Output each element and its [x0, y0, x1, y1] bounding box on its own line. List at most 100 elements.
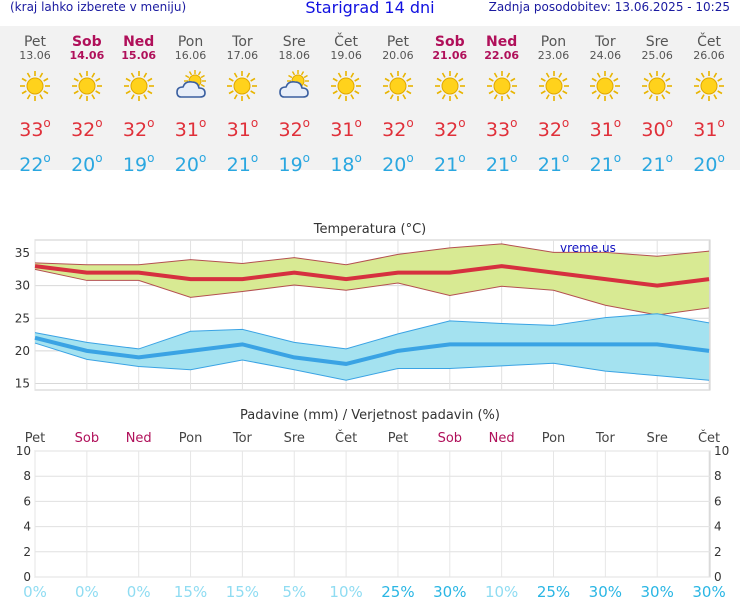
max-temp: 32o [71, 116, 103, 141]
min-temp: 21o [537, 151, 570, 176]
day-column: Pon 16.06 31o 20o [165, 26, 217, 176]
precipitation-probability: 15% [174, 583, 207, 600]
sun-icon [434, 71, 465, 101]
precipitation-probability: 0% [127, 583, 151, 600]
precipitation-day-label: Ned [126, 431, 152, 446]
precipitation-day-label: Tor [595, 431, 616, 446]
precipitation-probability: 10% [329, 583, 362, 600]
day-date: 26.06 [693, 49, 725, 62]
max-temp: 32o [122, 116, 155, 141]
max-temp: 30o [641, 116, 673, 141]
max-temp: 31o [693, 116, 725, 141]
precipitation-day-label: Ned [489, 431, 515, 446]
temperature-y-tick: 25 [15, 311, 30, 325]
sun-icon [382, 71, 413, 101]
day-name: Pon [177, 34, 204, 50]
min-temp: 20o [174, 151, 207, 176]
precipitation-day-label: Sre [647, 431, 668, 446]
day-date: 21.06 [432, 49, 468, 62]
temperature-chart-title: Temperatura (°C) [313, 222, 426, 237]
day-column: Sre 25.06 30o 21o [631, 26, 683, 176]
day-name: Tor [595, 34, 616, 50]
sun-icon [486, 71, 517, 101]
min-temp: 19o [278, 151, 311, 176]
precipitation-y-tick-left: 8 [23, 469, 31, 483]
min-temp: 21o [589, 151, 622, 176]
precipitation-y-tick-right: 0 [714, 570, 722, 584]
day-column: Pet 20.06 32o 20o [372, 26, 424, 176]
precipitation-y-tick-right: 2 [714, 545, 722, 559]
day-column: Pet 13.06 33o 22o [9, 26, 61, 176]
day-column: Pon 23.06 32o 21o [528, 26, 580, 176]
max-temp: 31o [330, 116, 362, 141]
precipitation-probability: 25% [381, 583, 414, 600]
day-date: 24.06 [589, 49, 622, 62]
day-column: Tor 17.06 31o 21o [216, 26, 268, 176]
precipitation-day-label: Sre [284, 431, 305, 446]
day-name: Pet [23, 34, 47, 50]
day-date: 19.06 [330, 49, 362, 62]
max-temp: 31o [589, 116, 622, 141]
precipitation-probability: 30% [433, 583, 466, 600]
min-temp: 20o [71, 151, 103, 176]
precipitation-day-label: Čet [698, 430, 720, 446]
day-column: Sob 21.06 32o 21o [424, 26, 476, 176]
header-bar: (kraj lahko izberete v meniju) Starigrad… [0, 0, 740, 18]
temperature-y-tick: 35 [15, 246, 30, 260]
precipitation-plot-area [34, 450, 711, 578]
min-temp: 21o [226, 151, 259, 176]
max-temp: 31o [174, 116, 207, 141]
day-date: 23.06 [537, 49, 570, 62]
precipitation-day-label: Tor [232, 431, 253, 446]
precipitation-y-tick-left: 0 [23, 570, 31, 584]
sun-icon [331, 71, 362, 101]
precipitation-y-tick-left: 2 [23, 545, 31, 559]
max-temp: 31o [226, 116, 259, 141]
precipitation-day-label: Pet [388, 431, 408, 446]
min-temp: 19o [122, 151, 155, 176]
precipitation-probability: 30% [641, 583, 674, 600]
precipitation-day-label: Pon [179, 431, 203, 446]
sun-icon [538, 71, 569, 101]
partly-cloudy-icon [175, 70, 206, 98]
max-range-band [35, 243, 710, 315]
day-name: Tor [232, 34, 253, 50]
precipitation-y-tick-right: 4 [714, 520, 722, 534]
day-column: Sre 18.06 32o 19o [268, 26, 320, 176]
precipitation-y-tick-left: 10 [16, 444, 31, 458]
min-temp: 22o [19, 151, 51, 176]
min-temp: 21o [434, 151, 466, 176]
max-temp: 32o [278, 116, 311, 141]
precipitation-day-label: Sob [75, 431, 99, 446]
max-temp-line [34, 264, 710, 288]
min-temp: 18o [330, 151, 362, 176]
sun-icon [227, 71, 258, 101]
day-date: 17.06 [226, 49, 259, 62]
min-temp: 21o [641, 151, 673, 176]
day-name: Ned [486, 34, 518, 50]
precipitation-probability: 30% [692, 583, 725, 600]
precipitation-day-label: Čet [335, 430, 357, 446]
day-column: Tor 24.06 31o 21o [579, 26, 631, 176]
precipitation-probability: 0% [23, 583, 47, 600]
min-temp: 20o [693, 151, 725, 176]
min-range-band-lower-edge [34, 342, 710, 381]
temperature-y-tick: 15 [15, 376, 30, 390]
day-name: Sob [434, 34, 465, 50]
max-range-band-lower-edge [34, 268, 710, 316]
precipitation-y-tick-right: 10 [714, 444, 729, 458]
sun-icon [20, 71, 50, 101]
day-column: Čet 19.06 31o 18o [320, 26, 372, 176]
precipitation-probability: 15% [226, 583, 259, 600]
precipitation-y-tick-left: 6 [23, 494, 31, 508]
day-column: Sob 14.06 32o 20o [61, 26, 113, 176]
precipitation-probability: 0% [75, 583, 99, 600]
last-updated: Zadnja posodobitev: 13.06.2025 - 10:25 [488, 0, 730, 14]
sun-icon [590, 71, 621, 101]
precipitation-day-label: Pon [542, 431, 566, 446]
day-date: 20.06 [382, 49, 414, 62]
day-date: 25.06 [641, 49, 673, 62]
precipitation-day-label: Sob [438, 431, 462, 446]
day-date: 13.06 [19, 49, 51, 62]
day-date: 22.06 [484, 49, 520, 62]
